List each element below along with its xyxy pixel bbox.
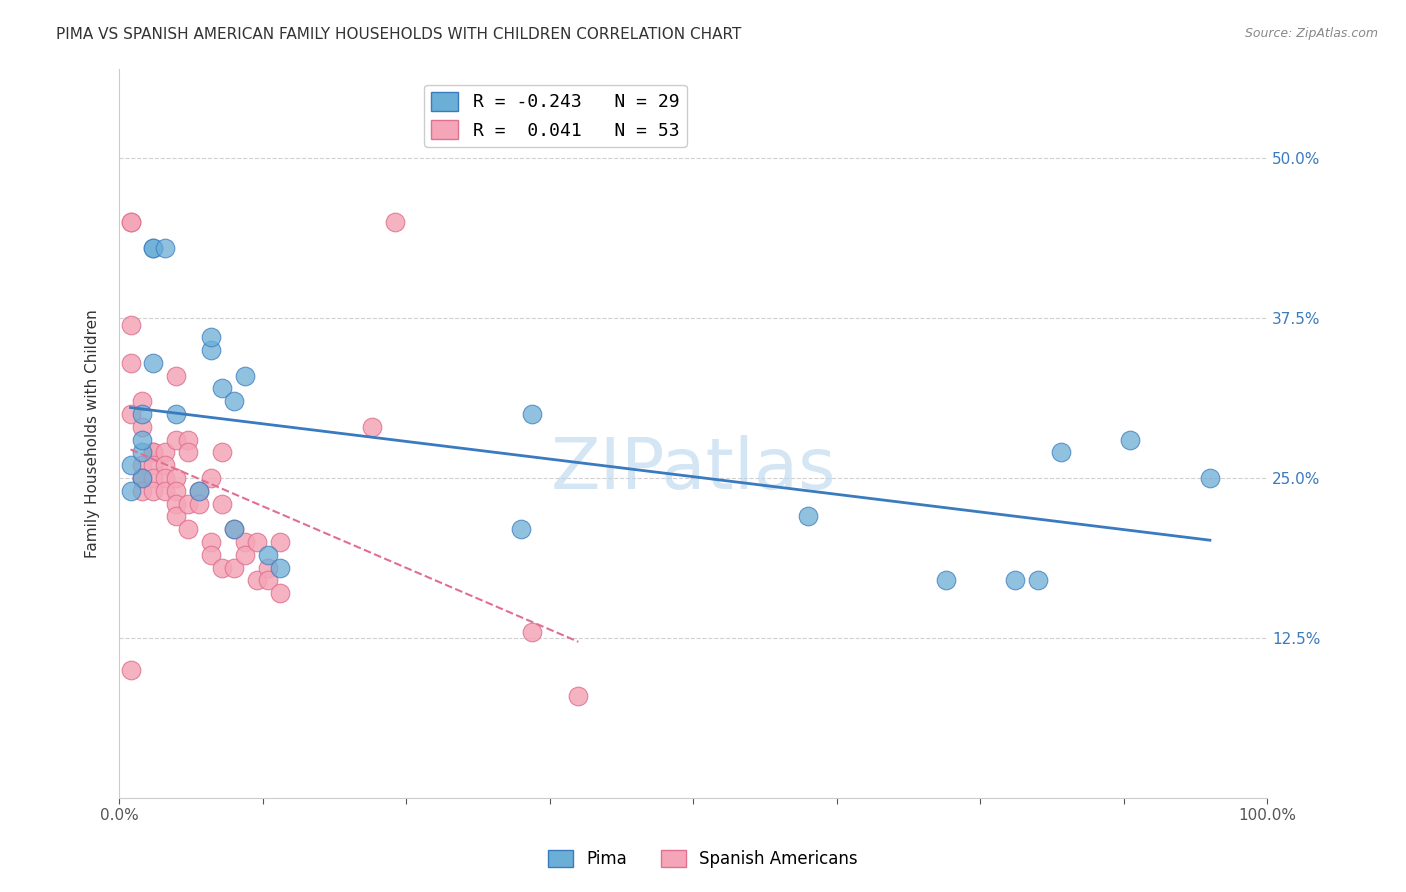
Point bbox=[269, 586, 291, 600]
Point bbox=[935, 574, 957, 588]
Point bbox=[1049, 445, 1071, 459]
Point bbox=[200, 548, 222, 562]
Point bbox=[120, 215, 142, 229]
Point bbox=[200, 343, 222, 357]
Point bbox=[235, 535, 257, 549]
Point bbox=[211, 445, 233, 459]
Point bbox=[166, 368, 188, 383]
Text: PIMA VS SPANISH AMERICAN FAMILY HOUSEHOLDS WITH CHILDREN CORRELATION CHART: PIMA VS SPANISH AMERICAN FAMILY HOUSEHOL… bbox=[56, 27, 741, 42]
Point bbox=[1199, 471, 1222, 485]
Point bbox=[177, 433, 200, 447]
Point bbox=[120, 483, 142, 498]
Point bbox=[510, 522, 533, 536]
Point bbox=[177, 522, 200, 536]
Point bbox=[120, 318, 142, 332]
Point bbox=[131, 407, 153, 421]
Point bbox=[142, 445, 165, 459]
Point bbox=[200, 330, 222, 344]
Point bbox=[188, 483, 211, 498]
Point bbox=[142, 471, 165, 485]
Point bbox=[211, 560, 233, 574]
Point bbox=[1118, 433, 1140, 447]
Point bbox=[188, 483, 211, 498]
Point bbox=[257, 560, 280, 574]
Point bbox=[142, 241, 165, 255]
Point bbox=[153, 458, 176, 473]
Point bbox=[142, 483, 165, 498]
Point bbox=[166, 509, 188, 524]
Point bbox=[222, 522, 245, 536]
Point bbox=[211, 497, 233, 511]
Point bbox=[142, 241, 165, 255]
Point bbox=[200, 535, 222, 549]
Point bbox=[166, 471, 188, 485]
Point bbox=[131, 445, 153, 459]
Point bbox=[131, 471, 153, 485]
Point bbox=[246, 535, 269, 549]
Point bbox=[257, 574, 280, 588]
Point bbox=[153, 471, 176, 485]
Point bbox=[222, 394, 245, 409]
Point bbox=[131, 483, 153, 498]
Y-axis label: Family Households with Children: Family Households with Children bbox=[86, 309, 100, 558]
Point bbox=[384, 215, 406, 229]
Point bbox=[522, 624, 544, 639]
Point bbox=[153, 241, 176, 255]
Point bbox=[166, 407, 188, 421]
Point bbox=[567, 689, 589, 703]
Point bbox=[153, 483, 176, 498]
Point bbox=[166, 483, 188, 498]
Point bbox=[200, 471, 222, 485]
Point bbox=[131, 433, 153, 447]
Point bbox=[153, 445, 176, 459]
Point bbox=[222, 560, 245, 574]
Point bbox=[188, 497, 211, 511]
Point bbox=[166, 497, 188, 511]
Point bbox=[142, 458, 165, 473]
Text: Source: ZipAtlas.com: Source: ZipAtlas.com bbox=[1244, 27, 1378, 40]
Point bbox=[120, 215, 142, 229]
Point bbox=[120, 458, 142, 473]
Point bbox=[1026, 574, 1049, 588]
Point bbox=[269, 535, 291, 549]
Point bbox=[235, 548, 257, 562]
Legend: Pima, Spanish Americans: Pima, Spanish Americans bbox=[541, 843, 865, 875]
Point bbox=[360, 420, 382, 434]
Point bbox=[166, 433, 188, 447]
Point bbox=[120, 663, 142, 677]
Point bbox=[120, 356, 142, 370]
Point bbox=[177, 497, 200, 511]
Point bbox=[211, 382, 233, 396]
Point bbox=[257, 548, 280, 562]
Point bbox=[235, 368, 257, 383]
Point bbox=[177, 445, 200, 459]
Point bbox=[269, 560, 291, 574]
Point bbox=[131, 471, 153, 485]
Point bbox=[131, 458, 153, 473]
Point bbox=[522, 407, 544, 421]
Point bbox=[142, 356, 165, 370]
Point bbox=[131, 471, 153, 485]
Text: ZIPatlas: ZIPatlas bbox=[550, 435, 837, 504]
Point bbox=[142, 445, 165, 459]
Point bbox=[131, 394, 153, 409]
Point bbox=[1004, 574, 1026, 588]
Legend: R = -0.243   N = 29, R =  0.041   N = 53: R = -0.243 N = 29, R = 0.041 N = 53 bbox=[425, 85, 686, 147]
Point bbox=[246, 574, 269, 588]
Point bbox=[120, 407, 142, 421]
Point bbox=[131, 420, 153, 434]
Point bbox=[222, 522, 245, 536]
Point bbox=[797, 509, 820, 524]
